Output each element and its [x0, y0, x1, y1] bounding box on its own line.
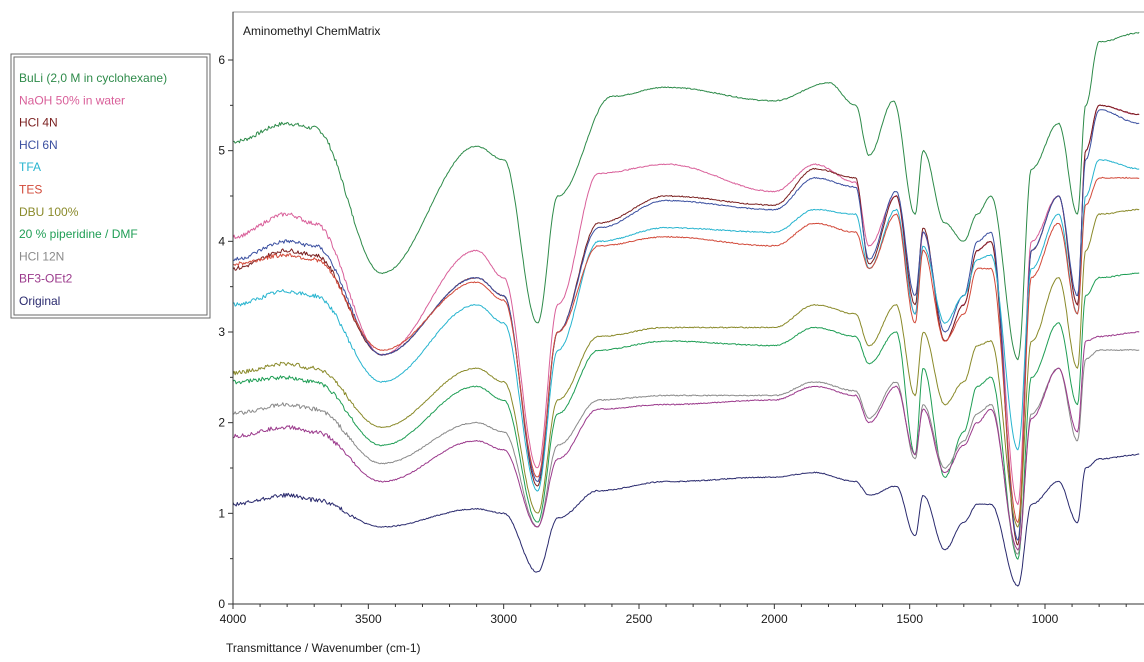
series-line-1	[232, 104, 1140, 506]
legend: BuLi (2,0 M in cyclohexane) NaOH 50% in w…	[10, 53, 211, 319]
x-tick-label: 2500	[626, 612, 653, 626]
legend-entry: HCl 6N	[19, 138, 58, 152]
x-tick-label: 2000	[761, 612, 788, 626]
legend-items: BuLi (2,0 M in cyclohexane) NaOH 50% in w…	[19, 71, 167, 308]
y-tick-label: 4	[218, 234, 225, 248]
axes-layer: 4000 3500 3000 2500 2000 1500 1000 0 1 2 3 4 5 6	[218, 12, 1144, 626]
x-tick-label: 3500	[355, 612, 382, 626]
series-line-7	[232, 272, 1140, 560]
x-axis-title: Transmittance / Wavenumber (cm-1)	[226, 641, 421, 655]
x-tick-label: 1000	[1032, 612, 1059, 626]
y-tick-label: 0	[218, 597, 225, 611]
legend-entry: NaOH 50% in water	[19, 93, 125, 107]
series-line-0	[232, 31, 1140, 361]
legend-entry: DBU 100%	[19, 205, 79, 219]
y-tick-label: 1	[218, 506, 225, 520]
legend-frame-inner	[13, 56, 208, 316]
y-tick-label: 6	[218, 53, 225, 67]
legend-entry: TFA	[19, 160, 41, 174]
series-line-8	[232, 349, 1140, 555]
series-line-5	[233, 176, 1140, 523]
series-line-6	[232, 208, 1140, 528]
series-line-3	[232, 109, 1140, 541]
series-line-9	[232, 331, 1140, 551]
y-tick-label: 5	[218, 144, 225, 158]
series-line-4	[232, 159, 1140, 492]
legend-entry: BF3-OEt2	[19, 272, 73, 286]
x-tick-label: 1500	[896, 612, 923, 626]
legend-entry: Original	[19, 294, 60, 308]
series-line-10	[232, 453, 1140, 587]
legend-entry: TES	[19, 183, 42, 197]
legend-entry: BuLi (2,0 M in cyclohexane)	[19, 71, 167, 85]
x-tick-label: 4000	[220, 612, 247, 626]
legend-entry: HCl 4N	[19, 116, 58, 130]
x-tick-label: 3000	[490, 612, 517, 626]
legend-entry: 20 % piperidine / DMF	[19, 227, 138, 241]
series-line-2	[232, 104, 1140, 546]
series-layer	[232, 31, 1140, 587]
y-tick-label: 3	[218, 325, 225, 339]
y-tick-label: 2	[218, 416, 225, 430]
chart-title: Aminomethyl ChemMatrix	[243, 24, 380, 38]
legend-entry: HCl 12N	[19, 249, 64, 263]
legend-frame-outer	[10, 53, 211, 319]
